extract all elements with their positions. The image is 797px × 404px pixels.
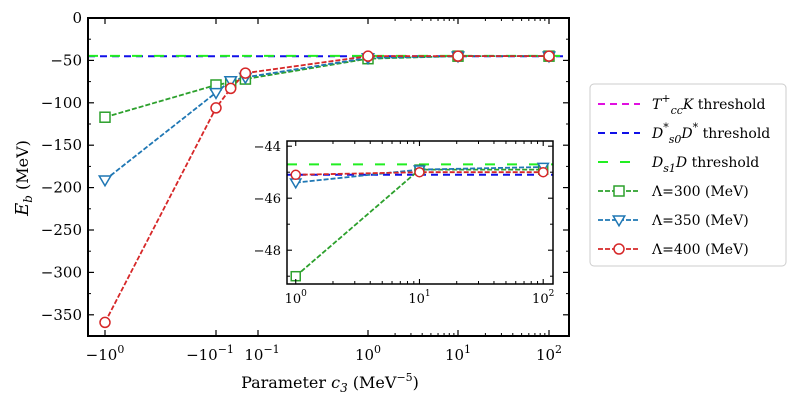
data-point [99,111,111,123]
inset-y-tick-label: −46 [254,192,281,207]
legend-item: Λ=300 (MeV) [598,184,749,200]
data-point [239,67,252,79]
legend: T+ccK threshold D*s0D* threshold Ds1D thre… [589,83,787,267]
inset-x-tick-label: 102 [532,289,554,307]
data-point [362,50,374,62]
x-tick-label: −100 [86,343,125,364]
data-point [224,82,237,95]
main-plot: 0 −50 −100 −150 −200 −250 −300 −350 −100 −10−1 10… [41,9,570,364]
inset-y-tick-label: −44 [254,140,281,155]
inset-series-line [295,166,544,184]
y-tick-label: 0 [72,9,82,27]
y-tick-label: −350 [41,306,82,324]
x-tick-label: 101 [445,343,471,364]
legend-label: Λ=300 (MeV) [651,184,749,200]
data-point [208,87,224,100]
y-tick-label: −300 [41,263,82,281]
inset-x-tick-label: 100 [285,289,308,307]
inset-data-point [290,169,301,181]
x-tick-label: 100 [355,343,381,364]
legend-label: Λ=400 (MeV) [651,242,749,258]
data-point [452,50,464,62]
y-tick-label: −50 [50,51,82,69]
inset-x-tick-label: 101 [408,289,430,307]
x-axis-label: Parameter c3 (MeV−5) [241,371,419,395]
y-tick-label: −200 [41,179,82,197]
x-tick-label: −10−1 [186,343,234,364]
legend-item: Ds1D threshold [598,155,759,175]
legend-label: D*s0D* threshold [651,121,770,146]
legend-item: T+ccK threshold [598,92,766,117]
inset-data-point [537,166,549,178]
data-point [97,175,113,188]
data-point [223,75,238,88]
inset-plot: −44 −46 −48 100 101 102 [254,140,555,307]
series-line [104,55,549,119]
main-plot-frame [87,17,570,337]
x-tick-label: 10−1 [244,343,279,364]
legend-marker [613,185,625,197]
legend-label: Λ=350 (MeV) [651,213,749,229]
inset-data-point [414,166,425,178]
inset-y-tick-label: −48 [254,244,281,259]
x-tick-label: 102 [536,343,562,364]
legend-frame [589,83,787,267]
legend-label: T+ccK threshold [652,92,766,117]
legend-item: Λ=350 (MeV) [598,213,749,229]
data-point [210,102,222,114]
legend-item: D*s0D* threshold [598,121,770,146]
y-tick-label: −250 [41,221,82,239]
legend-marker [613,243,625,255]
y-tick-label: −150 [41,136,82,154]
y-axis-label: Eb (MeV) [12,140,35,217]
data-point [99,316,111,329]
data-point [543,50,555,62]
inset-background [287,141,553,284]
legend-marker [611,215,627,228]
legend-item: Λ=400 (MeV) [598,242,749,258]
y-tick-label: −100 [41,94,82,112]
legend-label: Ds1D threshold [651,155,759,175]
